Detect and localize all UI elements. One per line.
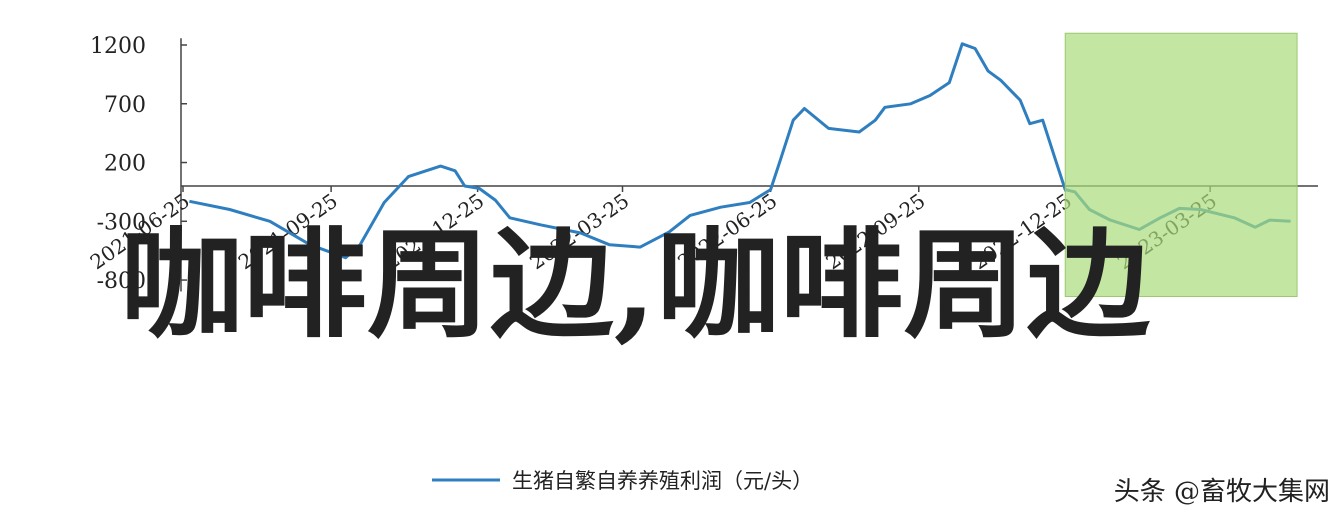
y-tick-label: -300 bbox=[97, 210, 146, 235]
watermark: 头条 @畜牧大集网 bbox=[1114, 477, 1330, 507]
y-tick-label: 1200 bbox=[90, 34, 146, 59]
y-tick-label: -800 bbox=[97, 269, 146, 294]
y-tick-label: 200 bbox=[104, 152, 146, 177]
legend-label: 生猪自繁自养养殖利润（元/头） bbox=[512, 469, 813, 493]
y-tick-label: 700 bbox=[104, 93, 146, 118]
overlay-text: 咖啡周边,咖啡周边 bbox=[120, 215, 1151, 354]
highlight-span bbox=[1064, 32, 1298, 297]
